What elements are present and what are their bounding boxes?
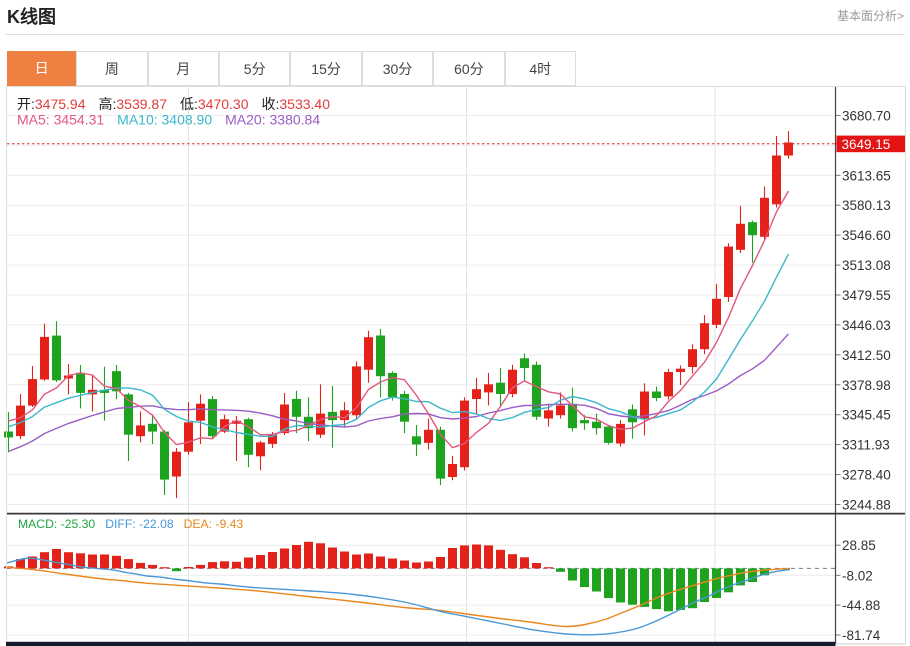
svg-text:3446.03: 3446.03 xyxy=(842,318,891,333)
svg-text:3479.55: 3479.55 xyxy=(842,288,891,303)
svg-text:-44.88: -44.88 xyxy=(842,598,880,613)
svg-text:3513.08: 3513.08 xyxy=(842,258,891,273)
svg-text:3680.70: 3680.70 xyxy=(842,108,891,123)
svg-text:3345.45: 3345.45 xyxy=(842,408,891,423)
svg-text:3546.60: 3546.60 xyxy=(842,228,891,243)
svg-text:-81.74: -81.74 xyxy=(842,628,881,643)
svg-text:3311.93: 3311.93 xyxy=(842,438,890,453)
svg-text:3412.50: 3412.50 xyxy=(842,348,891,363)
svg-text:3278.40: 3278.40 xyxy=(842,468,891,483)
svg-text:3649.15: 3649.15 xyxy=(842,137,891,152)
svg-text:3580.13: 3580.13 xyxy=(842,198,891,213)
svg-text:28.85: 28.85 xyxy=(842,538,876,553)
svg-text:-8.02: -8.02 xyxy=(842,568,873,583)
svg-text:开:3475.94高:3539.87低:3470.30收:3: 开:3475.94 高:3539.87 低:3470.30 收:3533.40 xyxy=(17,96,330,112)
svg-text:3244.88: 3244.88 xyxy=(842,498,891,513)
svg-text:3613.65: 3613.65 xyxy=(842,168,891,183)
svg-text:3378.98: 3378.98 xyxy=(842,378,891,393)
